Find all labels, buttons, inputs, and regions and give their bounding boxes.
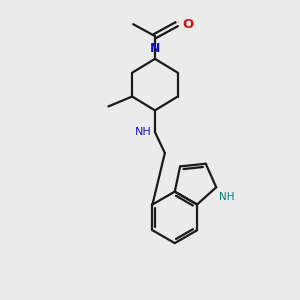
Text: O: O bbox=[183, 18, 194, 31]
Text: NH: NH bbox=[135, 127, 152, 137]
Text: NH: NH bbox=[219, 192, 235, 202]
Text: N: N bbox=[150, 42, 160, 55]
